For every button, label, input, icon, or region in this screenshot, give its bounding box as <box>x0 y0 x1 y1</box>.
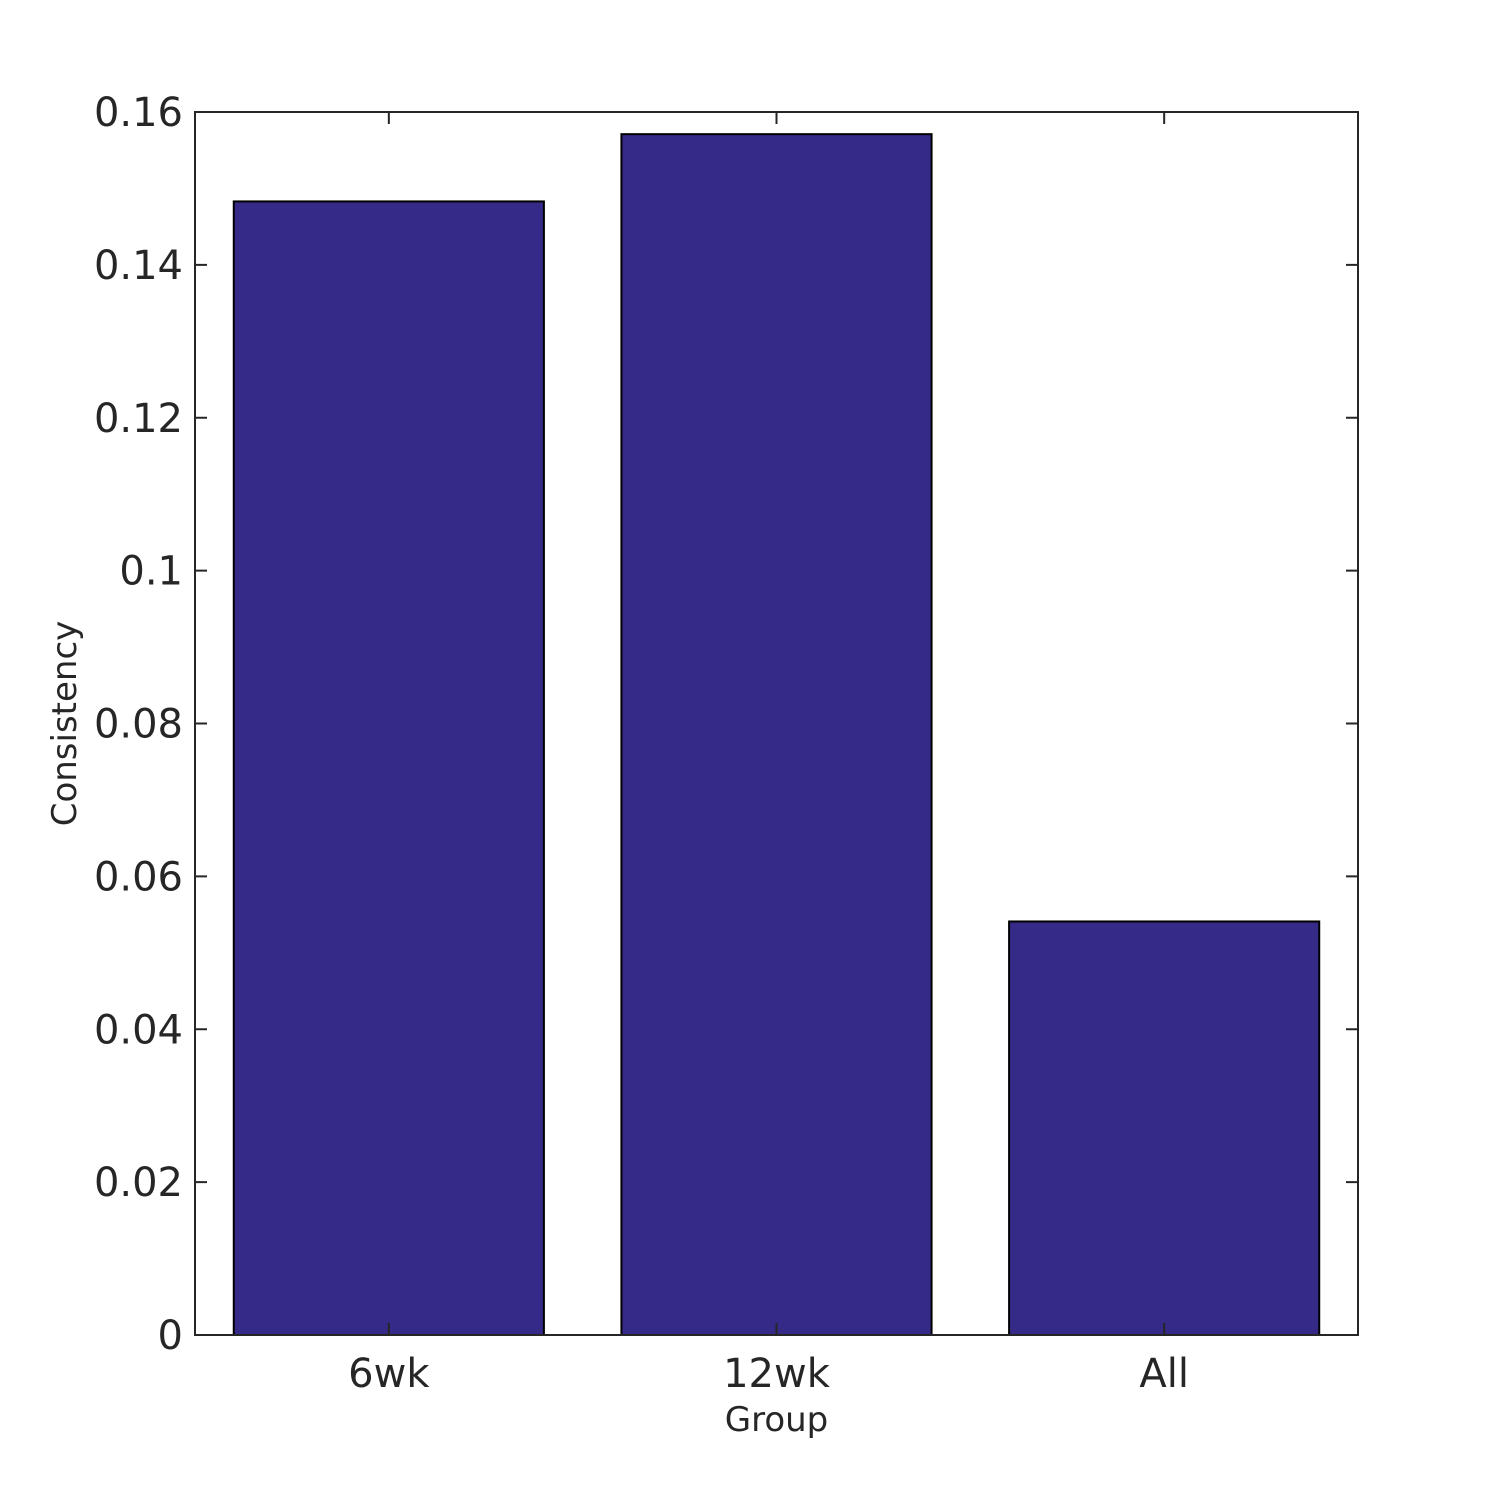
x-tick-label: 12wk <box>723 1351 831 1397</box>
bar-6wk <box>232 200 545 1336</box>
y-tick-label: 0.1 <box>119 549 183 595</box>
y-tick-label: 0.04 <box>94 1007 183 1053</box>
y-tick-label: 0.12 <box>94 396 183 442</box>
x-axis-label: Group <box>725 1400 829 1440</box>
y-axis-label: Consistency <box>45 621 85 827</box>
y-tick-label: 0.06 <box>94 854 183 900</box>
x-tick-label: All <box>1139 1351 1189 1397</box>
bar-12wk <box>620 133 933 1336</box>
bars-layer <box>232 133 1321 1337</box>
y-tick-label: 0.16 <box>94 90 183 136</box>
y-tick-label: 0.14 <box>94 243 183 289</box>
y-tick-label: 0 <box>158 1313 183 1359</box>
y-tick-label: 0.08 <box>94 702 183 748</box>
ticks-layer: 0 0.02 0.04 0.06 0.08 0.1 0.12 0.14 0.16 6wk 12wk A… <box>94 90 1358 1397</box>
y-tick-label: 0.02 <box>94 1160 183 1206</box>
x-tick-label: 6wk <box>348 1351 430 1397</box>
bar-All <box>1008 920 1321 1337</box>
